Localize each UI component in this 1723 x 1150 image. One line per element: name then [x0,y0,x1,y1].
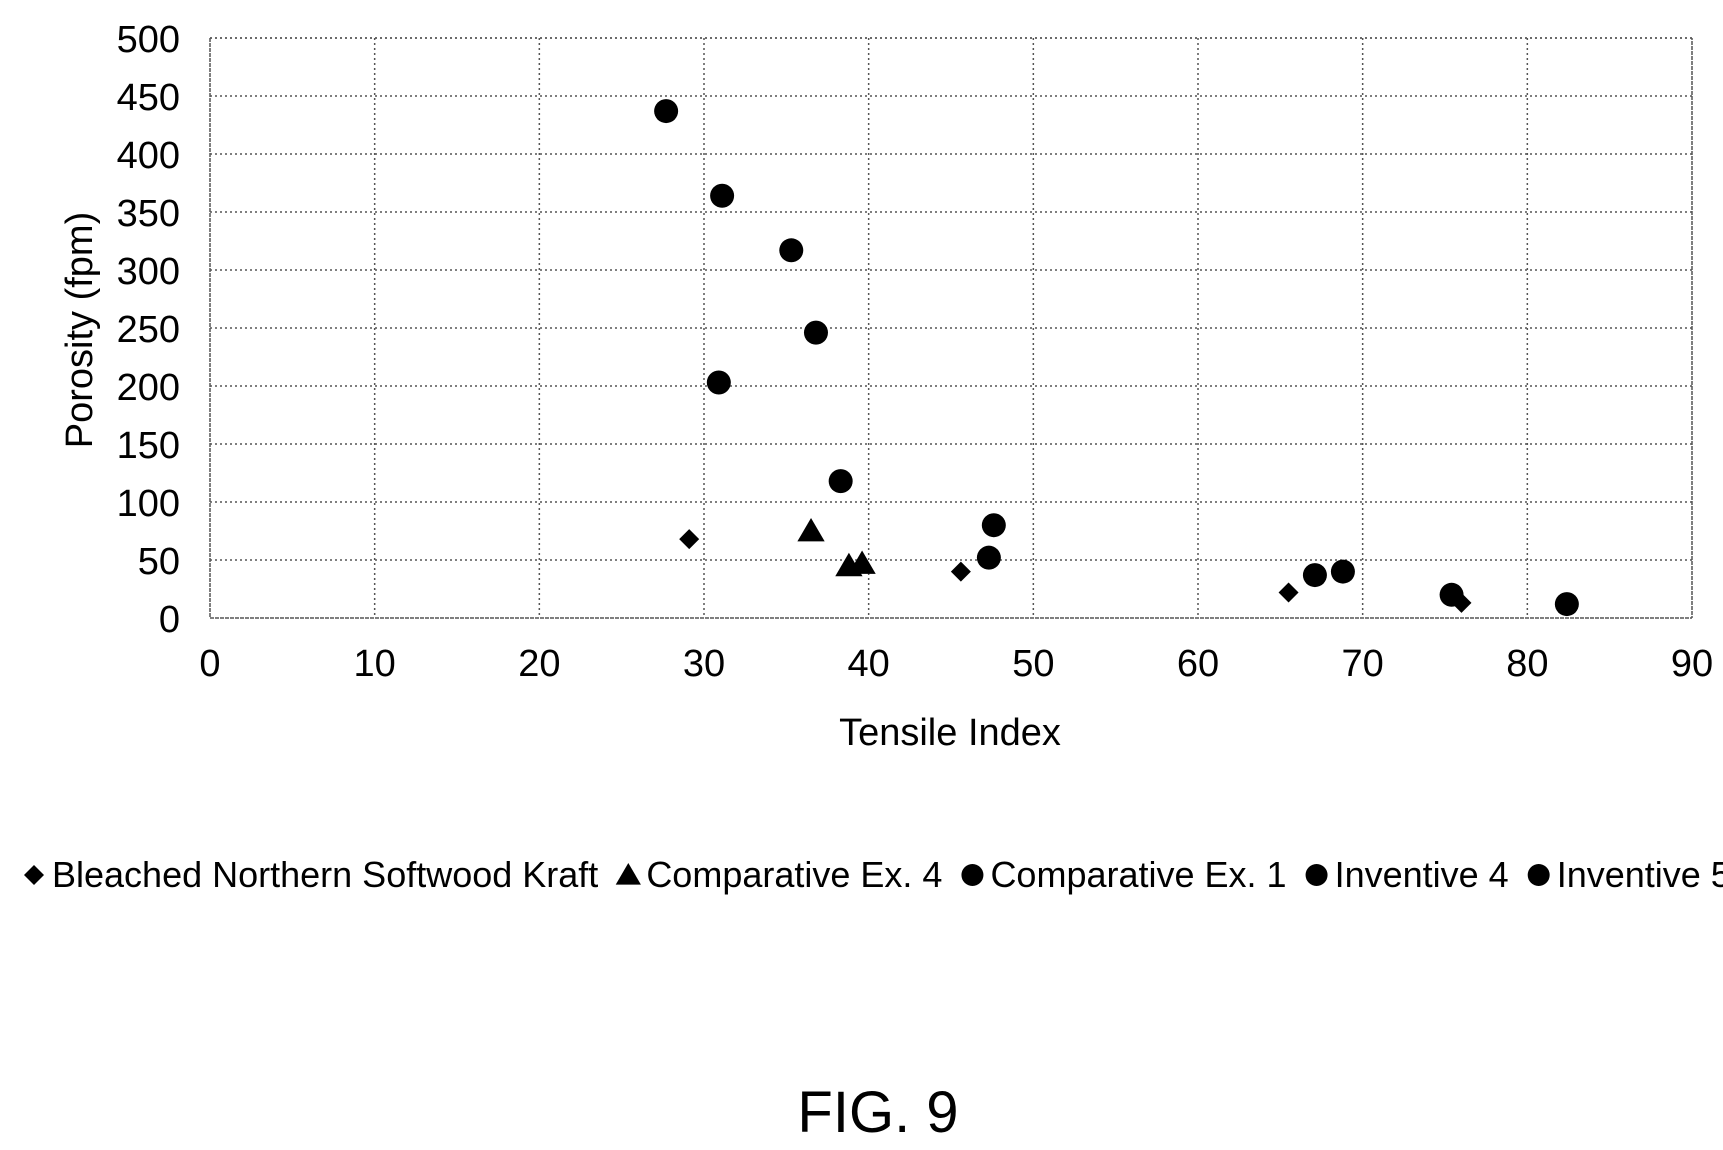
data-point-triangle [797,518,825,542]
y-tick-label: 50 [138,541,180,583]
legend-item: Inventive 5 [1527,854,1723,895]
data-points [654,99,1579,617]
data-point-circle [803,320,828,345]
x-tick-label: 10 [354,643,396,685]
x-tick-label: 40 [848,643,890,685]
x-tick-label: 30 [683,643,725,685]
y-tick-label: 500 [117,19,180,61]
y-tick-label: 250 [117,309,180,351]
data-point-circle [1302,563,1327,588]
legend-item: Comparative Ex. 1 [961,854,1287,895]
y-tick-label: 400 [117,135,180,177]
y-axis-title: Porosity (fpm) [59,212,101,448]
legend-label: Comparative Ex. 1 [990,854,1286,895]
data-point-circle [1330,559,1355,584]
x-tick-label: 60 [1177,643,1219,685]
legend: Bleached Northern Softwood Kraft Comparat… [24,854,1723,895]
data-point-diamond [679,529,700,550]
legend-item: Bleached Northern Softwood Kraft [24,854,598,895]
data-point-diamond [1278,582,1299,603]
legend-marker-circle [961,864,984,886]
legend-marker-triangle [615,863,641,885]
data-point-circle [976,545,1001,570]
x-tick-label: 70 [1342,643,1384,685]
data-point-triangle [848,550,876,574]
legend-marker-diamond [24,865,44,885]
y-tick-label: 0 [159,599,180,641]
x-tick-label: 50 [1012,643,1054,685]
y-tick-label: 100 [117,483,180,525]
data-point-circle [981,513,1006,538]
legend-item: Inventive 4 [1305,854,1509,895]
legend-label: Comparative Ex. 4 [646,854,942,895]
tick-labels: 0 10 20 30 40 50 60 70 80 90 0 50 100 150 200 250 300 350… [117,19,1714,685]
x-tick-label: 20 [518,643,560,685]
data-point-circle [1554,592,1579,617]
y-tick-label: 450 [117,77,180,119]
data-point-circle [779,238,804,263]
data-point-circle [828,469,853,494]
x-tick-label: 0 [199,643,220,685]
legend-marker-circle [1305,864,1328,886]
data-point-circle [654,99,679,124]
data-point-circle [1439,582,1464,607]
legend-label: Inventive 4 [1335,854,1509,895]
y-tick-label: 200 [117,367,180,409]
legend-label: Inventive 5 [1557,854,1723,895]
grid-lines [209,37,1693,619]
x-tick-label: 80 [1506,643,1548,685]
x-axis-title: Tensile Index [839,712,1061,754]
y-tick-label: 150 [117,425,180,467]
figure-label: FIG. 9 [797,1080,958,1145]
data-point-circle [710,183,735,208]
data-point-circle [706,370,731,395]
y-tick-label: 350 [117,193,180,235]
data-point-diamond [950,561,971,582]
legend-label: Bleached Northern Softwood Kraft [52,854,598,895]
legend-item: Comparative Ex. 4 [615,854,942,895]
x-tick-label: 90 [1671,643,1713,685]
legend-marker-circle [1527,864,1550,886]
y-tick-label: 300 [117,251,180,293]
